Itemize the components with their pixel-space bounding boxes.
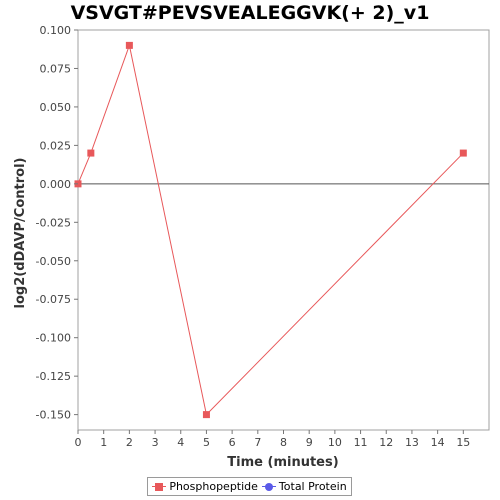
plot-area: [77, 29, 490, 431]
x-tick-label: 13: [405, 436, 419, 449]
x-tick-label: 5: [203, 436, 210, 449]
x-tick-label: 9: [306, 436, 313, 449]
y-tick-label: 0.000: [40, 178, 72, 191]
x-axis: 0 1 2 3 4 5 6 7 8 9 10 11 12 13 14 15: [75, 430, 470, 449]
y-axis-label: log2(dDAVP/Control): [13, 158, 28, 309]
x-tick-label: 8: [280, 436, 287, 449]
x-tick-label: 6: [229, 436, 236, 449]
y-tick-label: -0.100: [36, 332, 71, 345]
x-tick-label: 11: [354, 436, 368, 449]
x-axis-label: Time (minutes): [227, 455, 338, 470]
legend-item-phosphopeptide: Phosphopeptide: [152, 480, 258, 493]
x-tick-label: 14: [431, 436, 445, 449]
chart-title: VSVGT#PEVSVEALEGGVK(+ 2)_v1: [70, 2, 430, 24]
legend-label-total-protein: Total Protein: [278, 480, 347, 493]
legend-item-total-protein: Total Protein: [261, 480, 347, 493]
y-axis: 0.100 0.075 0.050 0.025 0.000 -0.025 -0.050 -0.…: [36, 24, 78, 422]
data-point: [87, 149, 95, 157]
y-tick-label: 0.050: [40, 101, 72, 114]
x-tick-label: 3: [152, 436, 159, 449]
x-tick-label: 10: [328, 436, 342, 449]
y-tick-label: -0.075: [36, 293, 71, 306]
y-tick-label: -0.150: [36, 409, 71, 422]
x-tick-label: 7: [254, 436, 261, 449]
data-point: [459, 149, 467, 157]
x-tick-label: 2: [126, 436, 133, 449]
y-tick-label: -0.025: [36, 216, 71, 229]
x-tick-label: 15: [456, 436, 470, 449]
data-point: [202, 411, 210, 419]
circle-marker-icon: [261, 482, 276, 492]
y-tick-label: 0.025: [40, 139, 72, 152]
data-point: [125, 41, 133, 49]
plot-border: [77, 29, 490, 431]
y-tick-label: -0.125: [36, 370, 71, 383]
y-tick-label: 0.100: [40, 24, 72, 37]
x-tick-label: 0: [75, 436, 82, 449]
y-tick-label: -0.050: [36, 255, 71, 268]
x-tick-label: 4: [177, 436, 184, 449]
y-tick-label: 0.075: [40, 62, 72, 75]
legend-label-phosphopeptide: Phosphopeptide: [169, 480, 258, 493]
legend: Phosphopeptide Total Protein: [147, 477, 352, 496]
x-tick-label: 1: [100, 436, 107, 449]
square-marker-icon: [152, 482, 167, 492]
x-tick-label: 12: [379, 436, 393, 449]
